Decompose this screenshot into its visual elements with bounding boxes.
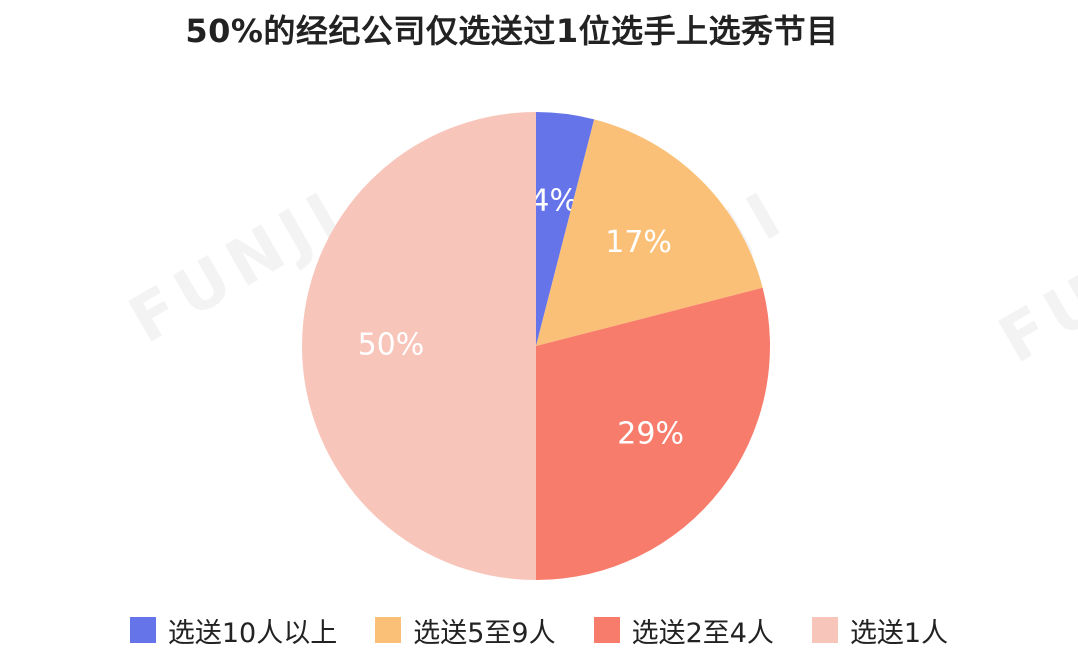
legend-swatch-2	[593, 617, 620, 643]
legend-swatch-0	[129, 617, 156, 643]
legend: 选送10人以上 选送5至9人 选送2至4人 选送1人	[0, 610, 1078, 650]
legend-swatch-1	[375, 617, 402, 643]
legend-item-1: 选送5至9人	[375, 611, 556, 650]
legend-label-2: 选送2至4人	[631, 617, 774, 649]
chart-title: 50%的经纪公司仅选送过1位选手上选秀节目	[185, 12, 839, 50]
pie-slice-label-2: 29%	[617, 416, 684, 451]
pie-slice-2	[536, 287, 770, 580]
legend-item-2: 选送2至4人	[593, 611, 774, 650]
pie-slice-label-3: 50%	[358, 328, 425, 363]
legend-label-3: 选送1人	[849, 617, 949, 649]
pie-slice-1	[536, 119, 763, 347]
legend-swatch-3	[811, 617, 838, 643]
legend-item-3: 选送1人	[811, 611, 949, 650]
pie-slice-label-0: 4%	[530, 184, 578, 219]
pie-slice-3	[302, 112, 536, 580]
pie-slice-label-1: 17%	[605, 225, 672, 260]
legend-label-1: 选送5至9人	[413, 617, 556, 649]
legend-item-0: 选送10人以上	[129, 611, 338, 650]
pie-slice-0	[536, 112, 595, 346]
pie-chart: 4% 17% 29% 50%	[302, 112, 770, 580]
legend-label-0: 选送10人以上	[167, 617, 338, 649]
